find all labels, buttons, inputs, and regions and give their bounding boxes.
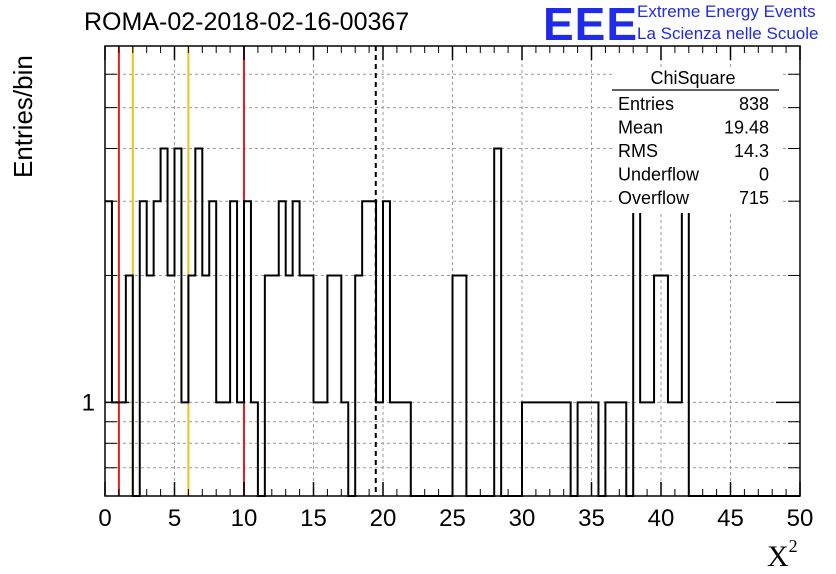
x-tick-label: 5 xyxy=(168,505,181,532)
stats-box-title: ChiSquare xyxy=(650,68,735,88)
histogram-outline xyxy=(105,147,800,497)
stats-value: 838 xyxy=(739,94,769,114)
stats-label: Mean xyxy=(618,118,663,138)
x-tick-label: 50 xyxy=(787,505,814,532)
y-tick-label: 1 xyxy=(82,389,95,416)
x-axis-label-superscript: 2 xyxy=(788,536,798,556)
stats-value: 19.48 xyxy=(724,118,769,138)
eee-logo: EEE xyxy=(543,0,639,50)
x-tick-label: 0 xyxy=(98,505,111,532)
logo-line-2: La Scienza nelle Scuole xyxy=(637,24,819,43)
x-axis-label: X2 xyxy=(767,536,798,574)
x-tick-label: 10 xyxy=(231,505,258,532)
stats-label: Entries xyxy=(618,94,674,114)
x-tick-label: 30 xyxy=(509,505,536,532)
stats-value: 14.3 xyxy=(734,141,769,161)
stats-label: Overflow xyxy=(618,188,690,208)
stats-box xyxy=(613,67,783,213)
stats-value: 0 xyxy=(759,165,769,185)
logo-line-1: Extreme Energy Events xyxy=(637,2,816,21)
chart-title: ROMA-02-2018-02-16-00367 xyxy=(84,8,410,36)
x-tick-label: 15 xyxy=(300,505,327,532)
x-tick-label: 20 xyxy=(370,505,397,532)
x-tick-label: 40 xyxy=(648,505,675,532)
x-axis-label-text: X xyxy=(767,540,789,573)
stats-label: Underflow xyxy=(618,165,700,185)
stats-label: RMS xyxy=(618,141,658,161)
x-tick-label: 45 xyxy=(717,505,744,532)
x-tick-label: 25 xyxy=(439,505,466,532)
stats-value: 715 xyxy=(739,188,769,208)
x-tick-label: 35 xyxy=(578,505,605,532)
